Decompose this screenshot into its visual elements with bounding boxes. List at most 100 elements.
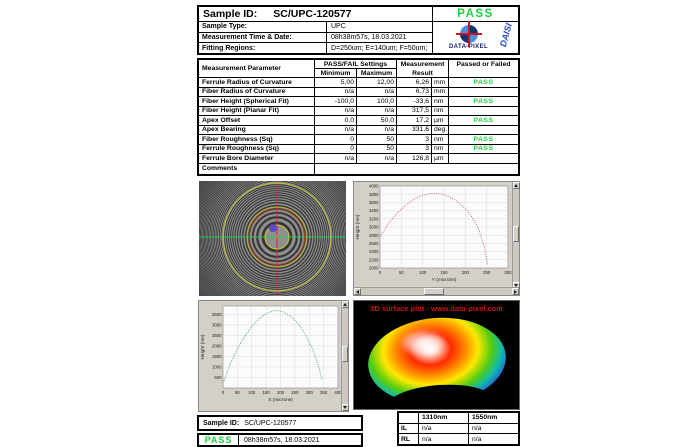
svg-text:3800: 3800 [369,192,379,197]
vertical-scrollbar[interactable] [341,301,349,411]
svg-text:400: 400 [334,390,342,395]
cell-min: 0,0 [315,116,357,125]
svg-text:150: 150 [440,270,448,275]
cell-max: 50 [357,144,397,153]
svg-text:2000: 2000 [212,344,222,349]
data-pixel-globe-icon [455,21,482,47]
svg-text:0: 0 [222,390,225,395]
cell-min: n/a [315,154,357,163]
cell-param: Fiber Height (Planar Fit) [199,106,315,115]
cell-val: 331,6 [397,125,432,134]
cell-min: 0 [315,144,357,153]
cell-status: PASS [473,145,494,153]
cell-min: n/a [315,87,357,96]
vendor-logo: DATA-PIXEL DAISI [432,21,518,53]
scroll-thumb[interactable] [342,346,348,363]
cell-val: 317,5 [397,106,432,115]
scroll-down-button[interactable] [341,404,349,411]
table-row: Apex Offset 0,0 50,0 17,2 µm PASS [199,116,518,126]
surface-plot-title: 3D surface plot - www.data-pixel.com [370,304,503,313]
cell-param: Fiber Height (Spherical Fit) [199,97,315,106]
cell-unit: mm [432,87,449,96]
measurement-table-header: Measurement Parameter PASS/FAIL Settings… [199,60,518,78]
cell-status [449,154,518,163]
cell-unit: nm [432,106,449,115]
cell-status: PASS [473,97,494,105]
cell-unit: nm [432,144,449,153]
scroll-up-button[interactable] [512,182,520,189]
svg-text:300: 300 [306,390,314,395]
svg-text:50: 50 [235,390,240,395]
cell-min: n/a [315,106,357,115]
cell-min: n/a [315,125,357,134]
svg-text:250: 250 [291,390,299,395]
cell-unit: µm [432,116,449,125]
header-row-fitting-regions: Fitting Regions: D=250um; E=140um; F=50u… [199,43,432,54]
table-row: Ferrule Roughness (Sq) 0 50 3 nm PASS [199,144,518,154]
cell-param: Fiber Radius of Curvature [199,87,315,96]
cell-unit: deg. [434,125,449,134]
footer-datetime: 08h38m57s, 18.03.2021 [244,436,320,444]
table-row: Fiber Height (Planar Fit) n/a n/a 317,5 nm [199,106,518,116]
cell-max: 50 [357,135,397,144]
vertical-scrollbar[interactable] [512,182,520,289]
x-profile-chart: 500 1000 1500 2000 2500 3000 3500 0 50 100 150 200 2… [199,301,343,418]
il-row: IL n/a n/a [399,423,518,435]
svg-text:100: 100 [248,390,256,395]
cell-min: 5,00 [315,78,357,87]
svg-text:500: 500 [214,375,222,380]
scroll-thumb[interactable] [424,288,445,295]
svg-text:50: 50 [399,270,404,275]
svg-text:3500: 3500 [212,312,222,317]
measurement-table: Measurement Parameter PASS/FAIL Settings… [197,58,520,176]
pass-badge: PASS [432,7,518,21]
scroll-left-button[interactable] [354,288,361,295]
header-row-time-date: Measurement Time & Date: 08h38m57s, 18.0… [199,32,432,44]
cell-val: -33,6 [397,97,432,106]
cell-val: 6,26 [397,78,432,87]
cell-status: PASS [473,135,494,143]
cell-val: 3 [397,135,432,144]
cell-unit: nm [432,97,449,106]
interferogram-image [199,181,346,296]
svg-text:Height (nm): Height (nm) [355,214,361,239]
footer-sample-id-box: Sample ID: SC/UPC-120577 [197,415,363,431]
scroll-up-button[interactable] [341,301,349,308]
cell-min: -100,0 [315,97,357,106]
cell-status [449,126,518,135]
svg-text:2400: 2400 [369,249,379,254]
sample-id-value: SC/UPC-120577 [273,8,352,20]
svg-text:Height (nm): Height (nm) [200,334,206,359]
svg-text:Y (microns): Y (microns) [432,277,457,283]
header-table: Sample ID: SC/UPC-120577 PASS Sample Typ… [197,5,520,55]
svg-text:200: 200 [277,390,285,395]
scroll-right-button[interactable] [512,288,519,295]
cell-min: 0 [315,135,357,144]
scroll-thumb[interactable] [513,226,519,243]
cell-val: 17,2 [397,116,432,125]
cell-param: Fiber Roughness (Sq) [199,135,315,144]
svg-text:1000: 1000 [212,365,222,370]
svg-text:2200: 2200 [369,257,379,262]
cell-status: PASS [473,78,494,86]
brand-name: DATA-PIXEL [448,44,489,50]
daisi-label: DAISI [498,22,514,48]
rl-row: RL n/a n/a [401,434,482,445]
cell-param: Apex Offset [199,116,315,125]
cell-unit: nm [432,135,449,144]
table-row: Fiber Roughness (Sq) 0 50 3 nm PASS [199,135,518,145]
x-profile-chart-panel: 500 1000 1500 2000 2500 3000 3500 0 50 100 150 200 2… [198,300,349,412]
cell-max: n/a [357,125,397,134]
footer-sample-id-label: Sample ID: [203,419,240,427]
cell-param: Ferrule Roughness (Sq) [199,144,315,153]
svg-text:4000: 4000 [369,184,379,189]
svg-text:300: 300 [504,270,512,275]
svg-text:3000: 3000 [212,323,222,328]
cell-max: n/a [357,154,397,163]
svg-text:350: 350 [320,390,328,395]
header-row-sample-type: Sample Type: UPC [199,22,432,33]
horizontal-scrollbar[interactable] [354,287,519,295]
interferogram-panel [199,181,346,296]
footer-pass-box: PASS 08h38m57s, 18.03.2021 [197,433,363,447]
